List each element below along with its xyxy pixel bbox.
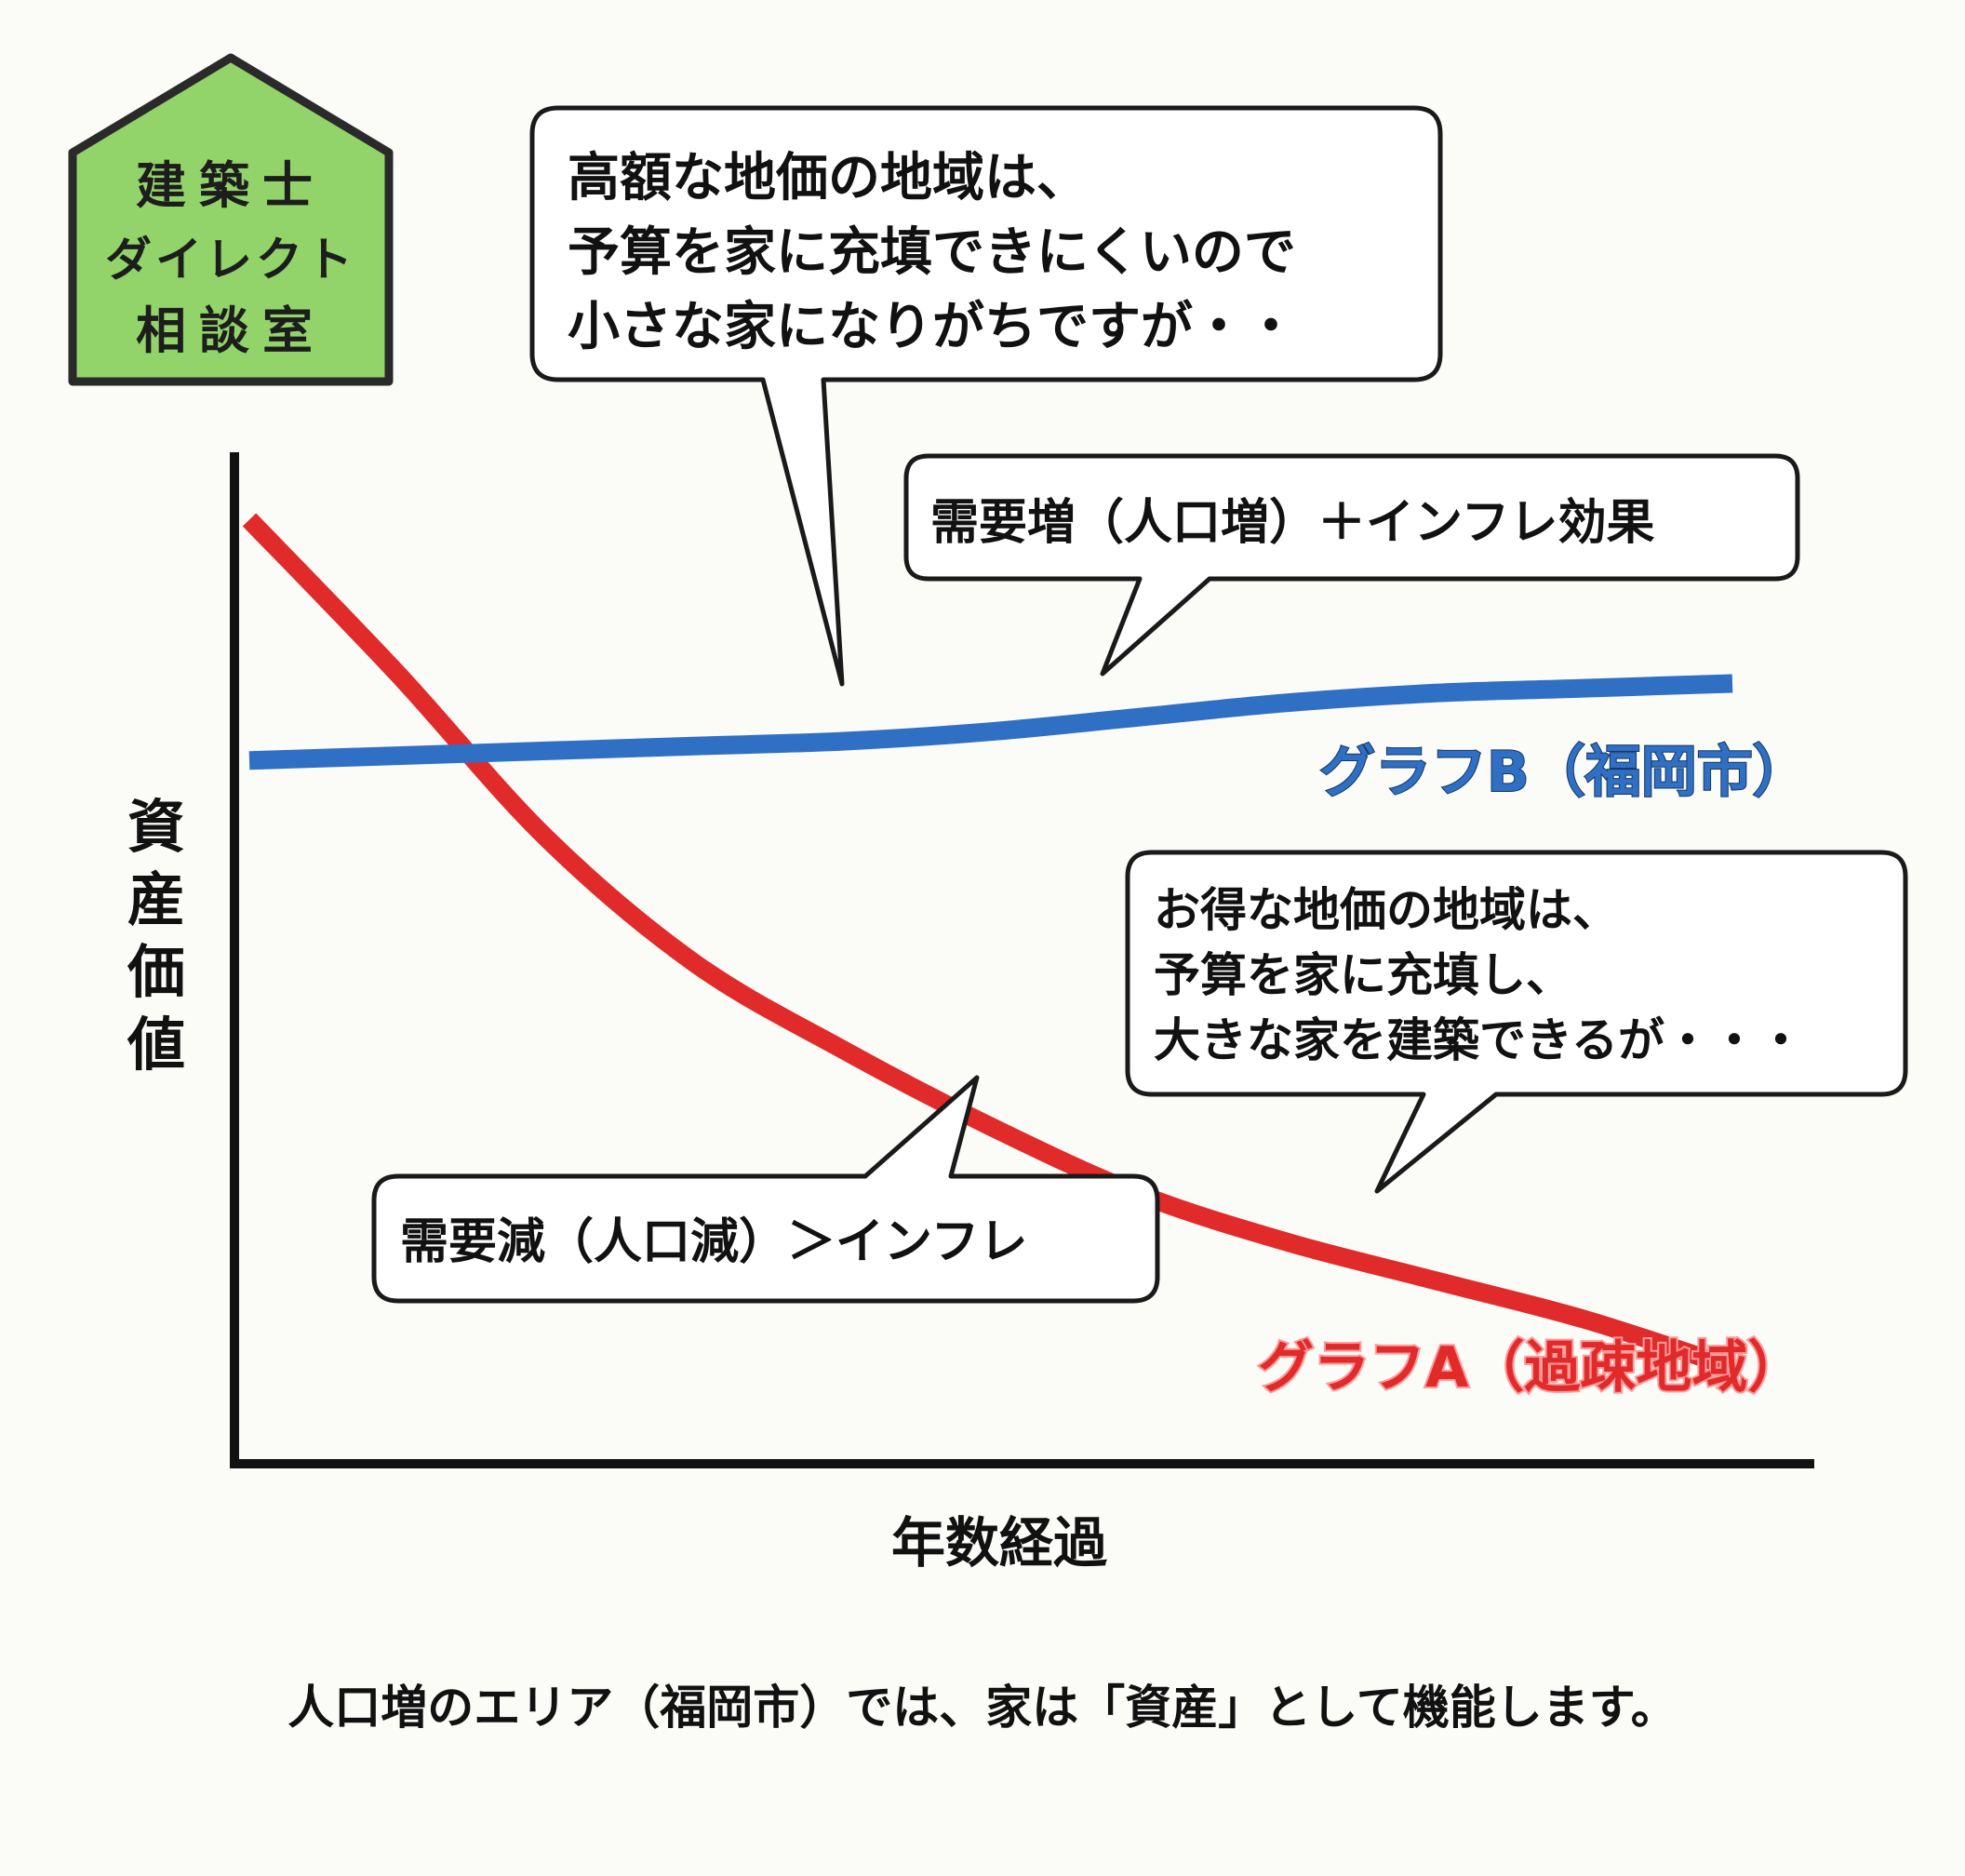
axes xyxy=(230,452,1814,1468)
callout-cheap-land-line-3: 大きな家を建築できるが・・・ xyxy=(1154,1013,1804,1067)
callout-demand-up-text: 需要増（人口増）＋インフレ効果 xyxy=(930,495,1654,551)
series-label-b: グラフB（福岡市） xyxy=(1319,740,1809,805)
callout-high-land-line-1: 高額な地価の地域は、 xyxy=(568,148,1089,208)
callout-high-land: 高額な地価の地域は、 予算を家に充填できにくいので 小さな家になりがちですが・・ xyxy=(529,105,1443,687)
callout-demand-up: 需要増（人口増）＋インフレ効果 xyxy=(903,453,1800,677)
callout-high-land-line-2: 予算を家に充填できにくいので xyxy=(568,222,1296,283)
callout-demand-down-bubble xyxy=(371,1075,1160,1304)
logo: 建築士 ダイレクト 相談室 xyxy=(68,53,394,386)
caption: 人口増のエリア（福岡市）では、家は「資産」として機能します。 xyxy=(287,1681,1678,1735)
callout-high-land-bubble xyxy=(529,105,1443,687)
y-axis-label-char: 価 xyxy=(127,938,185,1006)
series-label-a: グラフA（過疎地域） xyxy=(1258,1335,1803,1400)
callout-cheap-land-line-2: 予算を家に充填し、 xyxy=(1154,948,1572,1002)
callout-demand-down-text: 需要減（人口減）＞インフレ xyxy=(400,1214,1027,1270)
callout-cheap-land-line-1: お得な地価の地域は、 xyxy=(1154,883,1619,937)
y-axis-label-char: 値 xyxy=(127,1011,185,1079)
series-line-b xyxy=(248,674,1733,770)
logo-line-3: 相談室 xyxy=(136,302,326,360)
logo-line-1: 建築士 xyxy=(136,156,326,215)
callout-demand-up-bubble xyxy=(903,453,1800,677)
callout-cheap-land: お得な地価の地域は、 予算を家に充填し、 大きな家を建築できるが・・・ xyxy=(1125,850,1908,1194)
y-axis-label-char: 産 xyxy=(127,865,185,933)
callout-demand-down: 需要減（人口減）＞インフレ xyxy=(371,1075,1160,1304)
callout-cheap-land-bubble xyxy=(1125,850,1908,1194)
logo-line-2: ダイレクト xyxy=(105,233,356,287)
x-axis-label: 年数経過 xyxy=(891,1511,1108,1574)
logo-house-shape xyxy=(68,53,394,386)
callout-high-land-line-3: 小さな家になりがちですが・・ xyxy=(568,297,1297,357)
y-axis-label-char: 資 xyxy=(127,793,185,861)
